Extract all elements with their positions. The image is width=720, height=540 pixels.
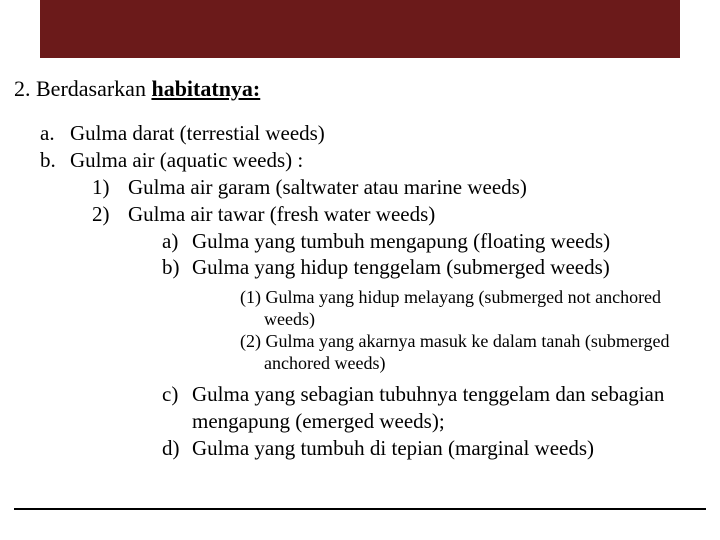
list-item: 1) Gulma air garam (saltwater atau marin…	[92, 174, 700, 201]
slide-content: 2. Berdasarkan habitatnya: a. Gulma dara…	[14, 76, 700, 462]
list-item: b. Gulma air (aquatic weeds) :	[40, 147, 700, 174]
item-text: Gulma yang sebagian tubuhnya tenggelam d…	[192, 381, 700, 435]
item-text: Gulma yang tumbuh mengapung (floating we…	[192, 228, 700, 255]
list-item: a. Gulma darat (terrestial weeds)	[40, 120, 700, 147]
item-marker: b.	[40, 147, 70, 174]
heading-prefix: 2. Berdasarkan	[14, 76, 151, 101]
item-marker: 1)	[92, 174, 128, 201]
list-item: b) Gulma yang hidup tenggelam (submerged…	[162, 254, 700, 281]
paren-block: (1) Gulma yang hidup melayang (submerged…	[14, 287, 700, 375]
item-text: Gulma air garam (saltwater atau marine w…	[128, 174, 700, 201]
item-text: Gulma air tawar (fresh water weeds)	[128, 201, 700, 228]
item-text: Gulma yang tumbuh di tepian (marginal we…	[192, 435, 700, 462]
list-item: (1) Gulma yang hidup melayang (submerged…	[240, 287, 670, 331]
heading-bold: habitatnya:	[151, 76, 260, 101]
title-bar	[40, 0, 680, 58]
list-item: a) Gulma yang tumbuh mengapung (floating…	[162, 228, 700, 255]
item-marker: 2)	[92, 201, 128, 228]
horizontal-rule	[14, 508, 706, 510]
list-item: (2) Gulma yang akarnya masuk ke dalam ta…	[240, 331, 670, 375]
list-item: c) Gulma yang sebagian tubuhnya tenggela…	[162, 381, 700, 435]
section-heading: 2. Berdasarkan habitatnya:	[14, 76, 700, 102]
list-item: d) Gulma yang tumbuh di tepian (marginal…	[162, 435, 700, 462]
item-text: Gulma darat (terrestial weeds)	[70, 120, 700, 147]
item-marker: b)	[162, 254, 192, 281]
item-text: Gulma yang hidup tenggelam (submerged we…	[192, 254, 700, 281]
list-item: 2) Gulma air tawar (fresh water weeds)	[92, 201, 700, 228]
item-marker: d)	[162, 435, 192, 462]
item-marker: a)	[162, 228, 192, 255]
item-marker: c)	[162, 381, 192, 435]
item-marker: a.	[40, 120, 70, 147]
item-text: Gulma air (aquatic weeds) :	[70, 147, 700, 174]
